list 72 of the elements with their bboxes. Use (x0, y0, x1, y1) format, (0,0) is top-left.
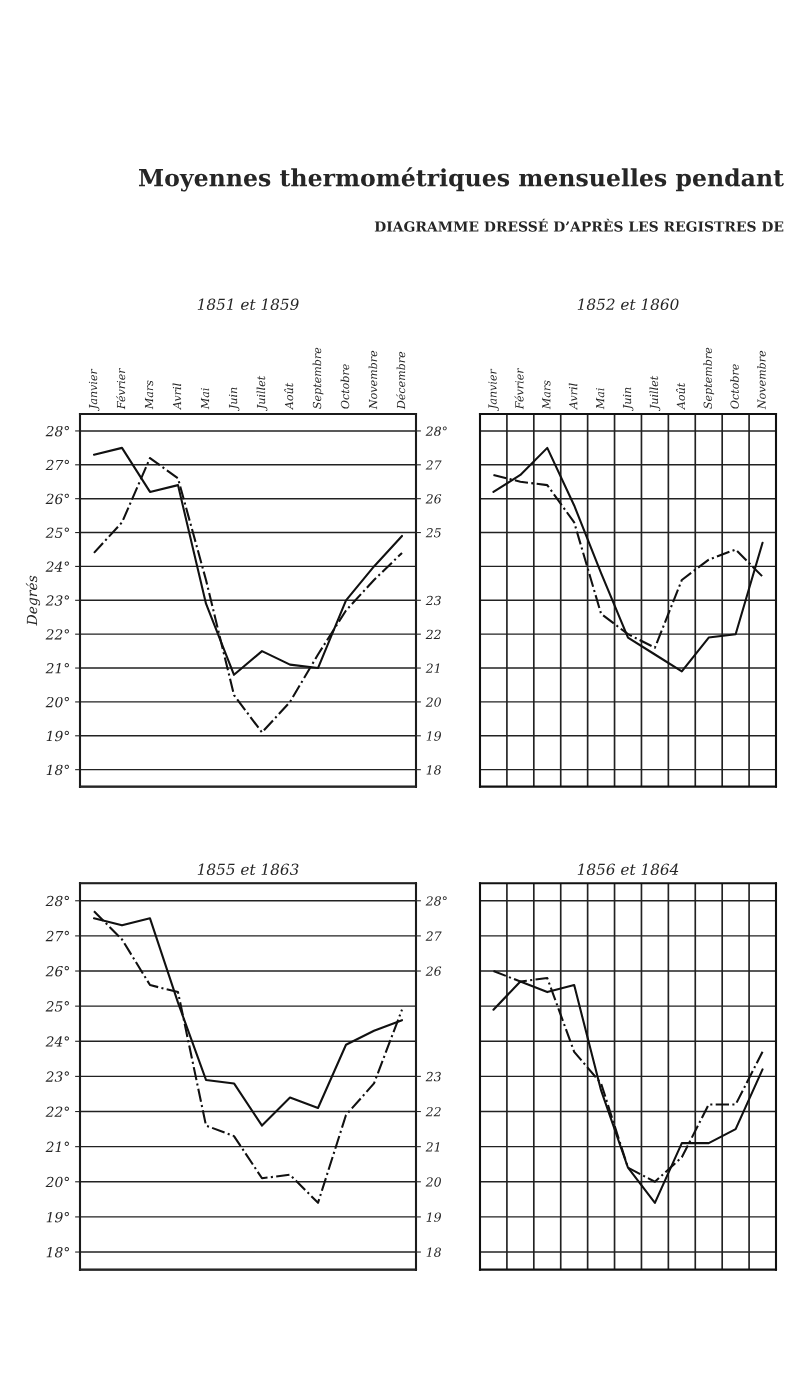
x-tick-label: Mai (200, 388, 210, 410)
x-tick-label: Juin (228, 387, 240, 412)
y2-tick-label: 22 (425, 629, 441, 639)
y-tick-label: 26° (45, 965, 69, 977)
y-tick-label: 18° (46, 764, 69, 776)
y-tick-label: 22° (45, 629, 69, 640)
x-tick-label: Février (116, 367, 126, 410)
y2-tick-label: 19 (426, 731, 442, 741)
x-tick-label: Mars (542, 380, 551, 410)
x-tick-label: Juin (622, 387, 634, 412)
text: Moyennes thermométriques mensuelles pendant (139, 167, 784, 192)
chart-title: 1855 et 1863 (197, 863, 299, 876)
x-tick-label: Janvier (88, 368, 100, 412)
x-tick-label: Octobre (730, 364, 739, 409)
y-axis-title: Degrés (25, 575, 41, 626)
x-tick-label: Avril (568, 383, 578, 410)
y-tick-label: 27° (45, 930, 69, 942)
x-tick-label: Novembre (368, 350, 378, 410)
y2-tick-label: 23 (425, 595, 441, 606)
y-tick-label: 20° (45, 696, 69, 708)
y-tick-label: 24° (45, 561, 69, 572)
line-series (92, 910, 404, 1204)
y2-tick-label: 25 (425, 528, 441, 538)
x-tick-label: Février (514, 367, 524, 410)
text: DIAGRAMME DRESSÉ D’APRÈS LES REGISTRES DE (374, 218, 784, 232)
x-tick-label: Mars (144, 380, 154, 410)
y-tick-label: 23° (45, 1071, 69, 1082)
y-tick-label: 28° (45, 895, 69, 907)
x-tick-label: Juillet (256, 375, 268, 412)
x-tick-label: Décembre (396, 351, 406, 410)
y-tick-label: 25° (45, 1001, 69, 1012)
y2-tick-label: 27 (425, 460, 442, 470)
y-tick-label: 28° (45, 425, 69, 437)
chart-title: 1851 et 1859 (197, 298, 299, 311)
x-tick-label: Mai (595, 388, 605, 410)
x-tick-label: Janvier (488, 368, 499, 412)
y-tick-label: 21° (45, 1141, 69, 1152)
x-tick-label: Avril (172, 383, 182, 410)
chart-title: 1852 et 1860 (577, 298, 679, 311)
y-tick-label: 24° (45, 1036, 69, 1047)
x-tick-label: Novembre (757, 350, 766, 410)
y-tick-label: 25° (45, 527, 69, 539)
x-tick-label: Octobre (340, 364, 350, 409)
y-tick-label: 26° (45, 493, 69, 505)
y-tick-label: 23° (45, 595, 69, 606)
y2-tick-label: 28° (425, 426, 447, 436)
x-tick-label: Septembre (312, 347, 324, 409)
y2-tick-label: 18 (426, 1247, 441, 1257)
chart-title: 1856 et 1864 (577, 863, 679, 876)
y-tick-label: 19° (46, 730, 69, 742)
y2-tick-label: 22 (425, 1107, 441, 1117)
x-tick-label: Septembre (703, 347, 715, 409)
x-tick-label: Août (676, 382, 686, 410)
y-tick-label: 20° (45, 1176, 69, 1188)
y-tick-label: 18° (46, 1247, 69, 1258)
x-tick-label: Juillet (649, 375, 661, 412)
y2-tick-label: 27 (425, 931, 442, 941)
y2-tick-label: 26 (425, 494, 442, 504)
y2-tick-label: 20 (425, 1177, 441, 1187)
y-tick-label: 19° (46, 1211, 69, 1223)
y2-tick-label: 23 (425, 1071, 441, 1082)
y2-tick-label: 19 (426, 1212, 442, 1222)
y2-tick-label: 28° (425, 896, 447, 906)
y2-tick-label: 26 (425, 966, 442, 976)
x-tick-label: Août (284, 382, 294, 410)
y2-tick-label: 18 (426, 765, 441, 775)
y2-tick-label: 21 (425, 663, 440, 673)
y-tick-label: 22° (45, 1106, 69, 1117)
y-tick-label: 27° (45, 459, 69, 471)
y-tick-label: 21° (45, 663, 69, 674)
y2-tick-label: 20 (425, 697, 441, 707)
y2-tick-label: 21 (425, 1142, 440, 1152)
